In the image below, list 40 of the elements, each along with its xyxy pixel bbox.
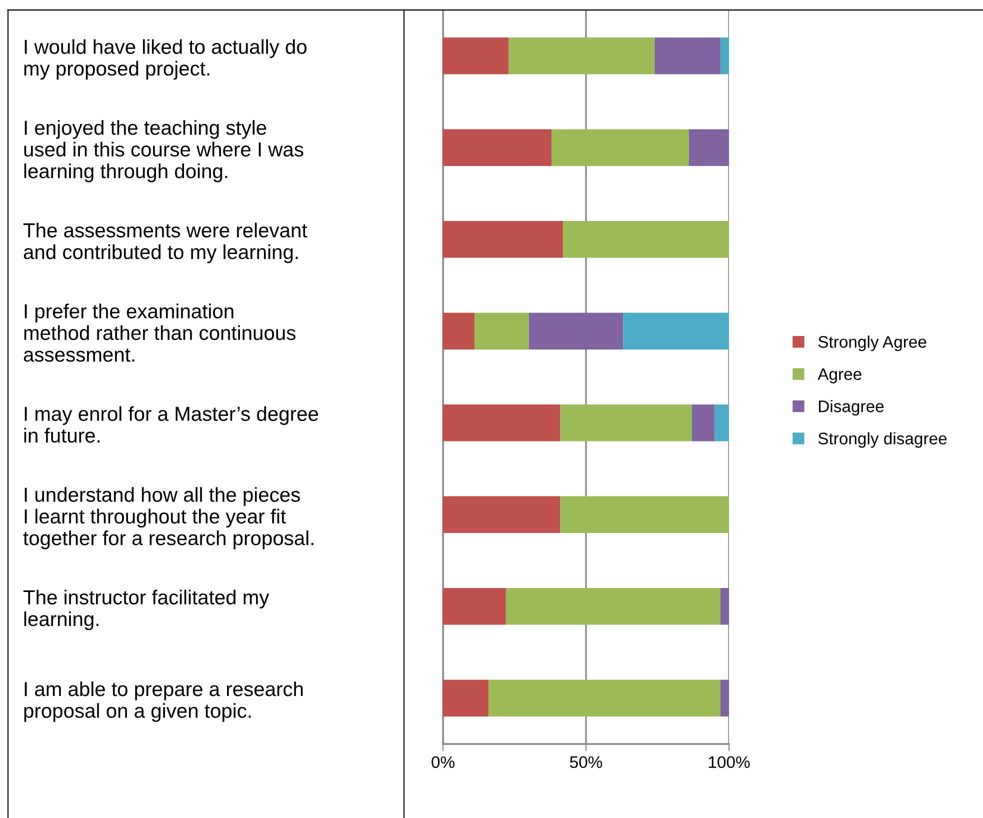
- bar: [552, 129, 689, 166]
- y-tick-label: I enjoyed the teaching style used in this course where I was learning through doing.: [24, 120, 304, 182]
- bar: [560, 404, 692, 442]
- bar: [443, 680, 489, 716]
- bar: [563, 221, 729, 258]
- bar: [443, 588, 506, 625]
- bar: [692, 404, 715, 442]
- legend-label: Strongly Agree: [818, 336, 926, 352]
- bar: [443, 312, 474, 350]
- y-tick-label: I prefer the examination method rather than continuous assessment.: [24, 304, 296, 362]
- legend-label: Disagree: [818, 400, 884, 416]
- bar: [623, 312, 729, 350]
- bar: [560, 496, 729, 533]
- bar: [443, 221, 564, 258]
- bar: [508, 38, 655, 74]
- bar: [443, 496, 560, 533]
- y-tick-label: I am able to prepare a research proposal on a given topic.: [24, 681, 303, 722]
- bar: [443, 129, 552, 166]
- bar: [528, 312, 624, 350]
- bar: [720, 38, 729, 74]
- y-tick-label: I may enrol for a Master’s degree in future.: [24, 406, 318, 443]
- legend-label: Strongly disagree: [818, 432, 947, 448]
- y-tick-label: I understand how all the pieces I learnt throughout the year fit together for a research proposal.: [23, 487, 314, 550]
- bar: [443, 404, 560, 442]
- y-tick-label: The instructor facilitated my learning.: [23, 590, 270, 630]
- x-tick-label: 100%: [708, 756, 750, 768]
- bar: [488, 680, 720, 716]
- bar: [714, 404, 729, 442]
- bar: [506, 588, 720, 625]
- x-tick-label: 50%: [570, 756, 602, 768]
- y-tick-label: The assessments were relevant and contributed to my learning.: [23, 222, 308, 264]
- bar: [443, 38, 509, 74]
- bar: [720, 680, 729, 716]
- y-tick-label: I would have liked to actually do my proposed project.: [24, 39, 307, 80]
- bar: [720, 588, 729, 625]
- bar: [688, 129, 729, 166]
- bar: [654, 38, 720, 74]
- legend-label: Agree: [818, 368, 862, 384]
- x-tick-label: 0%: [432, 756, 454, 768]
- bar: [474, 312, 529, 350]
